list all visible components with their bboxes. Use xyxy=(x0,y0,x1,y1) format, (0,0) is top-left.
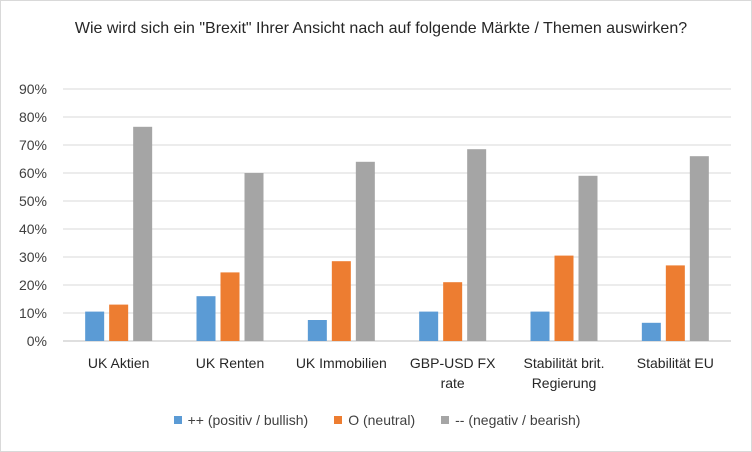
legend-label: ++ (positiv / bullish) xyxy=(187,412,309,428)
bar xyxy=(665,265,685,341)
legend: ++ (positiv / bullish) O (neutral) -- (neg… xyxy=(1,412,752,428)
y-tick-label: 10% xyxy=(19,305,47,321)
x-tick-label: UK Aktien xyxy=(88,355,149,371)
bar xyxy=(133,126,153,341)
bar xyxy=(467,149,487,341)
bar xyxy=(244,173,264,341)
y-tick-label: 20% xyxy=(19,277,47,293)
y-tick-label: 40% xyxy=(19,221,47,237)
bar xyxy=(196,296,216,341)
x-tick-label: GBP-USD FX xyxy=(410,355,496,371)
legend-item: O (neutral) xyxy=(334,412,415,428)
y-tick-label: 70% xyxy=(19,137,47,153)
legend-swatch xyxy=(441,416,450,424)
bar xyxy=(307,320,327,341)
legend-label: -- (negativ / bearish) xyxy=(455,412,581,428)
bar xyxy=(220,272,240,341)
y-tick-label: 90% xyxy=(19,81,47,97)
legend-item: -- (negativ / bearish) xyxy=(441,412,580,428)
y-tick-label: 50% xyxy=(19,193,47,209)
x-tick-label: Stabilität brit. xyxy=(524,355,605,371)
x-tick-label: UK Renten xyxy=(196,355,264,371)
x-tick-label: Stabilität EU xyxy=(637,355,714,371)
bar xyxy=(578,175,598,341)
legend-item: ++ (positiv / bullish) xyxy=(173,412,309,428)
bar xyxy=(443,282,463,341)
y-tick-label: 60% xyxy=(19,165,47,181)
chart-title: Wie wird sich ein "Brexit" Ihrer Ansicht… xyxy=(74,20,688,37)
bar xyxy=(530,311,550,341)
y-tick-label: 0% xyxy=(27,333,47,349)
x-tick-label: UK Immobilien xyxy=(296,355,387,371)
y-tick-label: 30% xyxy=(19,249,47,265)
x-tick-label: rate xyxy=(441,375,465,391)
legend-label: O (neutral) xyxy=(348,412,416,428)
legend-swatch xyxy=(334,416,343,424)
bar xyxy=(85,311,105,341)
legend-swatch xyxy=(173,416,182,424)
bar xyxy=(689,156,709,341)
bar xyxy=(355,161,375,341)
bar xyxy=(109,304,129,341)
bar xyxy=(331,261,351,341)
bar xyxy=(554,255,574,341)
bar xyxy=(419,311,439,341)
x-tick-label: Regierung xyxy=(532,375,597,391)
bar xyxy=(641,322,661,341)
y-tick-label: 80% xyxy=(19,109,47,125)
